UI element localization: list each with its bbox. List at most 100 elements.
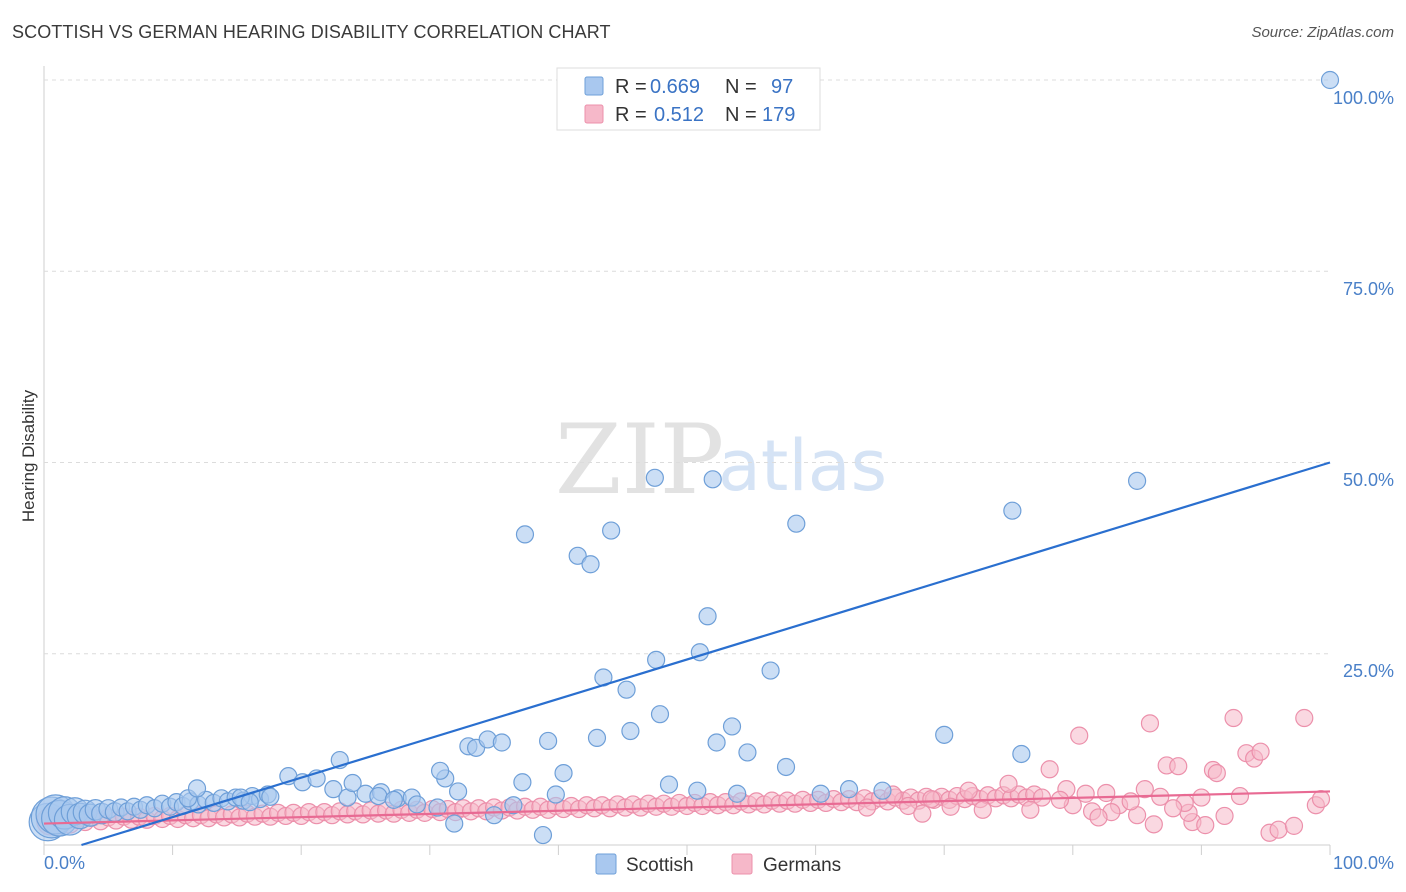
scottish-point-87 <box>873 781 892 800</box>
germans-point-136 <box>959 781 978 800</box>
scottish-point-84 <box>776 757 796 777</box>
x-tick-label-100: 100.0% <box>1333 853 1394 873</box>
y-tick-label-25: 25.0% <box>1343 661 1394 681</box>
scottish-point-63 <box>504 796 523 815</box>
scottish-point-81 <box>728 784 747 803</box>
scottish-point-92 <box>602 521 621 540</box>
scottish-point-66 <box>539 731 558 751</box>
germans-point-164 <box>1295 708 1314 728</box>
germans-trend-line <box>43 790 1331 825</box>
scottish-point-89 <box>1012 744 1031 764</box>
germans-point-154 <box>1207 763 1226 783</box>
scottish-point-91 <box>581 555 600 574</box>
scottish-point-85 <box>811 784 830 803</box>
scottish-point-93 <box>645 468 664 487</box>
legend-n-label-germans: N = <box>725 104 757 126</box>
germans-point-138 <box>999 774 1018 793</box>
scottish-point-75 <box>647 650 666 669</box>
legend-n-label-scottish: N = <box>725 76 757 98</box>
germans-point-163 <box>1311 789 1331 809</box>
legend: R = 0.669 N = 97 R = 0.512 N = 179 <box>556 67 821 131</box>
scottish-point-50 <box>407 795 427 814</box>
scottish-point-43 <box>324 780 343 799</box>
scottish-point-62 <box>492 733 511 752</box>
y-tick-label-75: 75.0% <box>1343 279 1394 299</box>
germans-point-133 <box>913 804 932 823</box>
germans-point-135 <box>941 797 960 816</box>
scottish-point-78 <box>688 781 707 800</box>
germans-point-130 <box>857 798 877 817</box>
germans-point-170 <box>1135 780 1154 799</box>
x-tick-label-0: 0.0% <box>44 853 85 873</box>
source-label: Source: ZipAtlas.com <box>1251 24 1394 41</box>
series-germans-points <box>36 708 1331 842</box>
germans-point-150 <box>1169 757 1188 776</box>
legend-n-value-scottish: 97 <box>771 76 793 98</box>
scottish-point-86 <box>839 780 859 799</box>
scottish-point-36 <box>187 779 207 798</box>
scottish-point-69 <box>430 761 450 780</box>
scottish-point-80 <box>707 733 726 752</box>
scottish-point-76 <box>650 705 670 724</box>
legend-swatch-scottish <box>584 76 604 96</box>
scottish-point-73 <box>617 680 636 699</box>
bottom-legend: Scottish Germans <box>595 853 841 876</box>
scottish-point-83 <box>761 661 780 680</box>
germans-point-158 <box>1251 742 1270 761</box>
y-tick-label-50: 50.0% <box>1343 470 1394 490</box>
scottish-point-65 <box>533 825 553 845</box>
germans-point-161 <box>1284 816 1304 835</box>
watermark-zip: ZIP <box>555 404 724 516</box>
scottish-point-57 <box>448 782 468 801</box>
legend-r-label-germans: R = <box>615 104 647 126</box>
bottom-legend-swatch-scottish <box>595 853 617 875</box>
germans-point-160 <box>1269 820 1288 839</box>
germans-point-152 <box>1196 816 1215 835</box>
scottish-point-68 <box>554 763 573 783</box>
series-scottish-points <box>28 70 1340 845</box>
germans-point-178 <box>1230 786 1250 806</box>
scottish-point-45 <box>343 773 362 793</box>
legend-r-value-germans: 0.512 <box>654 104 704 126</box>
scottish-point-39 <box>261 787 280 806</box>
scottish-point-99 <box>1127 471 1147 490</box>
germans-point-173 <box>1076 784 1095 803</box>
germans-point-139 <box>1021 800 1040 819</box>
germans-point-168 <box>1050 790 1070 809</box>
scottish-point-56 <box>445 814 464 833</box>
scottish-point-71 <box>587 728 607 748</box>
y-axis-label: Hearing Disability <box>19 389 38 522</box>
scottish-point-55 <box>384 790 403 809</box>
germans-point-172 <box>1192 788 1211 807</box>
watermark-atlas: atlas <box>718 425 887 507</box>
scottish-point-54 <box>369 786 388 806</box>
legend-n-value-germans: 179 <box>762 104 795 126</box>
scottish-point-88 <box>935 725 954 744</box>
chart-title: SCOTTISH VS GERMAN HEARING DISABILITY CO… <box>12 22 611 42</box>
scottish-point-100 <box>1320 70 1340 90</box>
scottish-point-77 <box>659 775 679 794</box>
x-tick-marks <box>43 845 1331 855</box>
germans-point-148 <box>1140 714 1160 733</box>
scottish-point-51 <box>428 798 447 817</box>
scottish-point-97 <box>722 717 742 736</box>
scottish-point-67 <box>546 785 565 804</box>
scottish-point-61 <box>485 806 504 825</box>
germans-point-134 <box>922 789 941 809</box>
scottish-point-95 <box>698 607 717 626</box>
germans-point-176 <box>1164 799 1183 818</box>
germans-point-177 <box>1215 806 1234 826</box>
scottish-point-96 <box>787 514 806 533</box>
scottish-point-94 <box>703 470 722 489</box>
scottish-point-64 <box>513 773 532 792</box>
y-tick-label-100: 100.0% <box>1333 88 1394 108</box>
scottish-point-90 <box>568 546 587 565</box>
scottish-point-74 <box>621 721 640 741</box>
scottish-trend-line <box>81 461 1331 847</box>
germans-point-155 <box>1224 708 1243 728</box>
scottish-point-98 <box>1003 501 1022 520</box>
bottom-legend-swatch-germans <box>731 853 753 875</box>
germans-point-143 <box>1070 726 1089 745</box>
germans-point-140 <box>1040 760 1059 779</box>
